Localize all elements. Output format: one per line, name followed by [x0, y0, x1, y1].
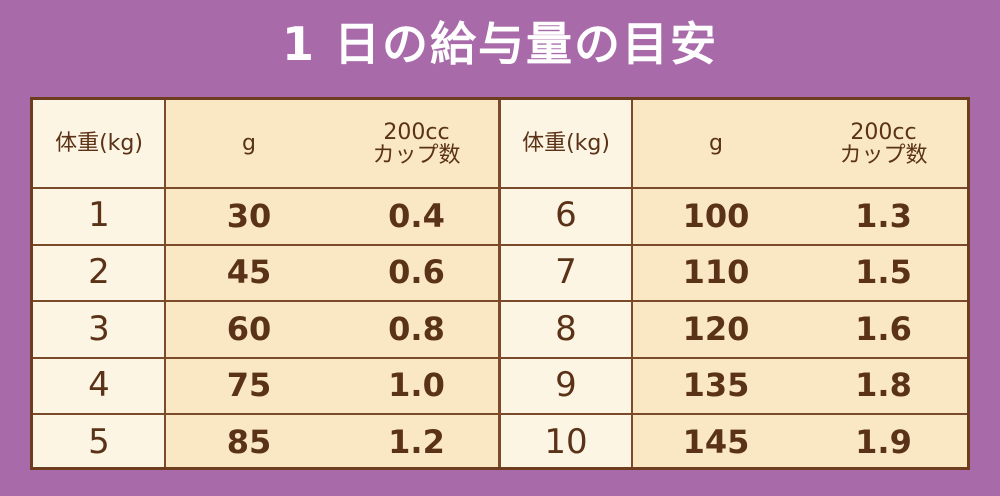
- title: 1 日の給与量の目安: [281, 17, 719, 71]
- weight-cell: 4: [88, 365, 110, 406]
- row-divider: [500, 243, 967, 246]
- grams-cell: 60: [226, 309, 272, 348]
- feeding-table: 体重(kg) g 200cc カップ数 1 30 0.4 2 45 0.6 3 60 0.8 4 75 1.…: [30, 97, 970, 470]
- weight-cell: 8: [555, 308, 577, 349]
- grams-cell: 145: [682, 422, 750, 461]
- cups-cell: 1.0: [388, 366, 445, 405]
- column-header: 200cc カップ数: [372, 119, 461, 168]
- column-divider: [164, 100, 166, 467]
- grams-cell: 45: [226, 253, 272, 292]
- table-divider: [498, 100, 501, 467]
- cups-cell: 0.8: [388, 309, 445, 348]
- grams-cell: 30: [226, 196, 272, 235]
- row-divider: [500, 413, 967, 416]
- cups-cell: 1.3: [855, 196, 912, 235]
- cups-cell: 1.9: [855, 422, 912, 461]
- row-divider: [33, 356, 500, 359]
- row-divider: [500, 187, 967, 189]
- column-divider: [631, 100, 633, 467]
- row-divider: [33, 243, 500, 246]
- weight-cell: 1: [88, 195, 110, 236]
- row-divider: [500, 356, 967, 359]
- weight-cell: 2: [88, 252, 110, 293]
- column-header: g: [242, 131, 256, 157]
- cups-cell: 1.6: [855, 309, 912, 348]
- cups-cell: 1.8: [855, 366, 912, 405]
- column-header: 体重(kg): [55, 131, 143, 157]
- weight-cell: 9: [555, 365, 577, 406]
- column-header: 200cc カップ数: [839, 119, 928, 168]
- column-header: 体重(kg): [522, 131, 610, 157]
- cups-cell: 0.6: [388, 253, 445, 292]
- weight-cell: 7: [555, 252, 577, 293]
- grams-cell: 120: [682, 309, 750, 348]
- weight-cell: 6: [555, 195, 577, 236]
- weight-cell: 5: [88, 421, 110, 462]
- grams-cell: 100: [682, 196, 750, 235]
- weight-cell: 10: [544, 421, 588, 462]
- row-divider: [33, 300, 500, 303]
- cups-cell: 0.4: [388, 196, 445, 235]
- grams-cell: 110: [682, 253, 750, 292]
- grams-cell: 85: [226, 422, 272, 461]
- column-header: g: [709, 131, 723, 157]
- weight-column-bg: [33, 100, 165, 467]
- row-divider: [33, 187, 500, 189]
- weight-column-bg: [500, 100, 632, 467]
- cups-cell: 1.5: [855, 253, 912, 292]
- grams-cell: 135: [682, 366, 750, 405]
- grams-cell: 75: [226, 366, 272, 405]
- weight-cell: 3: [88, 308, 110, 349]
- cups-cell: 1.2: [388, 422, 445, 461]
- row-divider: [500, 300, 967, 303]
- row-divider: [33, 413, 500, 416]
